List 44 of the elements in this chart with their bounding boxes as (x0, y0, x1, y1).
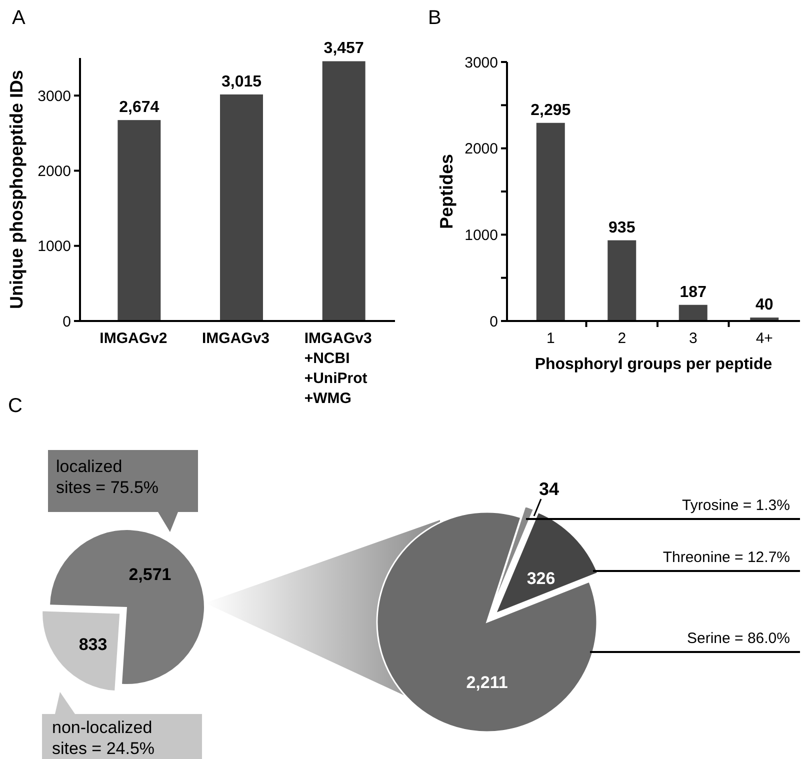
slice-label: Tyrosine = 1.3% (682, 497, 790, 514)
slice-label: Serine = 86.0% (687, 630, 790, 647)
data-label: 2,211 (466, 672, 508, 692)
bar (220, 94, 263, 321)
y-axis-title: Peptides (436, 154, 457, 230)
legend-label: non-localized sites = 24.5% (52, 718, 155, 758)
x-tick-label: 2 (618, 330, 626, 347)
bar (322, 61, 366, 321)
data-label: 187 (680, 284, 707, 301)
slice-label: Threonine = 12.7% (662, 549, 790, 566)
y-tick-label: 2000 (464, 140, 498, 158)
chart-title: B (428, 7, 442, 29)
data-label: 833 (78, 635, 108, 654)
y-tick-label: 1000 (38, 238, 71, 256)
y-tick-label: 0 (62, 313, 71, 330)
data-label: 935 (608, 219, 636, 236)
bar (678, 304, 708, 321)
y-tick-label: 0 (490, 313, 498, 330)
data-label: 326 (526, 568, 556, 588)
x-tick-label: 4+ (756, 330, 774, 347)
data-label: 2,674 (119, 99, 160, 116)
x-tick-label: 3 (688, 330, 698, 347)
data-label: 2,295 (530, 102, 571, 119)
bar (118, 120, 161, 321)
chart-title: C (8, 395, 22, 417)
bar (608, 240, 636, 321)
x-tick-label: IMGAGv2 (100, 330, 168, 347)
x-tick-label: IMGAGv3 +NCBI +UniProt +WMG (304, 330, 372, 407)
y-tick-label: 2000 (38, 162, 71, 180)
y-tick-label: 1000 (464, 226, 498, 244)
data-label: 34 (538, 479, 560, 499)
x-tick-label: 1 (546, 330, 555, 347)
data-label: 3,015 (221, 73, 262, 90)
data-label: 3,457 (324, 40, 364, 58)
x-axis-title: Phosphoryl groups per peptide (534, 356, 772, 373)
chart-title: A (12, 7, 26, 29)
x-tick-label: IMGAGv3 (202, 330, 270, 347)
bar (536, 122, 565, 321)
y-tick-label: 3000 (38, 88, 71, 105)
data-label: 40 (755, 296, 774, 314)
y-tick-label: 3000 (464, 54, 498, 72)
slice-label: localized sites = 75.5% (56, 457, 159, 497)
y-axis-title: Unique phosphopeptide IDs (6, 70, 27, 309)
data-label: 2,571 (128, 565, 172, 584)
